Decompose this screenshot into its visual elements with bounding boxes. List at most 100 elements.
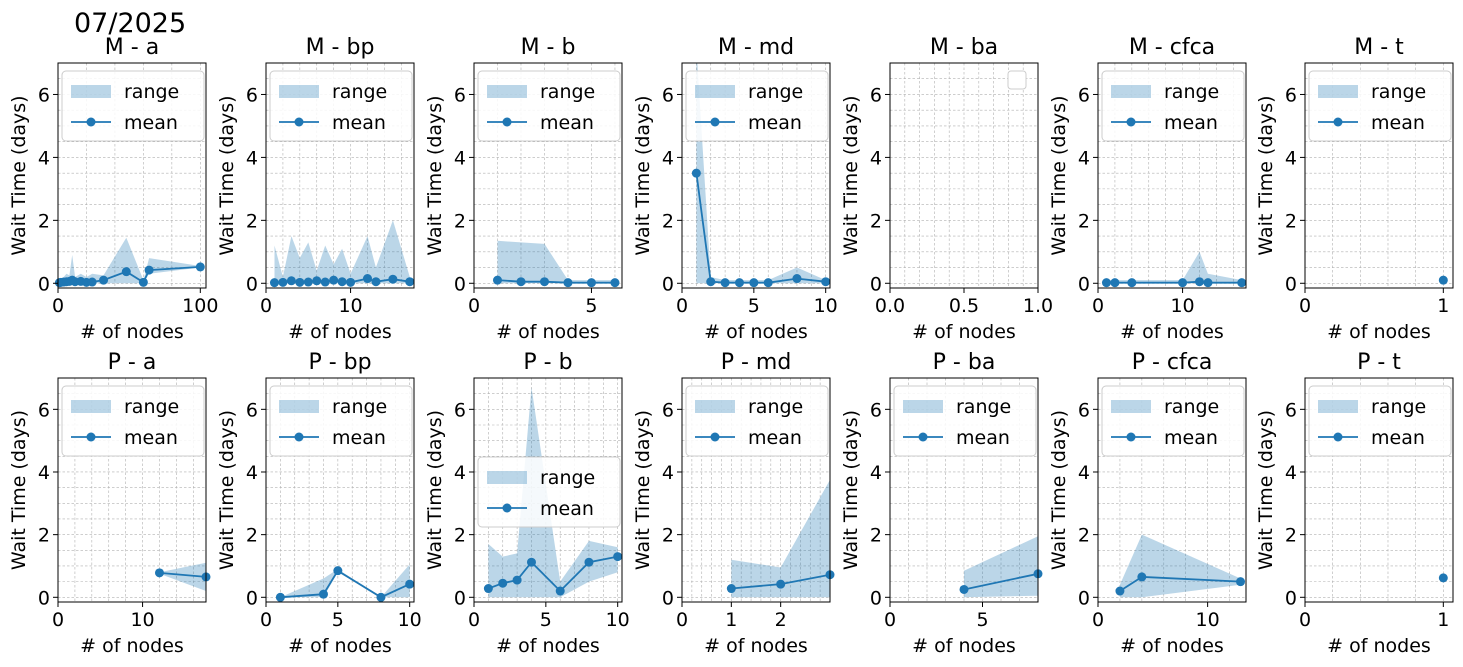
- mean-point: [346, 277, 356, 287]
- x-tick-label: 0: [260, 609, 272, 631]
- legend-mean-label: mean: [748, 427, 802, 449]
- mean-point: [610, 278, 620, 288]
- axes-frame: [265, 377, 415, 603]
- mean-point: [99, 275, 109, 285]
- range-band: [497, 240, 615, 284]
- axes-frame: [473, 377, 623, 603]
- mean-point: [1236, 577, 1246, 587]
- legend-box: [893, 385, 1037, 457]
- legend-range-label: range: [748, 396, 803, 418]
- legend-range-swatch: [487, 471, 527, 484]
- y-tick-label: 2: [870, 525, 882, 547]
- range-band: [59, 237, 201, 284]
- legend-mean-marker: [918, 432, 928, 442]
- legend-range-label: range: [1371, 396, 1426, 418]
- y-axis-label: Wait Time (days): [424, 95, 446, 255]
- legend-mean-marker: [86, 117, 96, 127]
- subplot-title: M - md: [718, 35, 794, 60]
- mean-point: [526, 557, 536, 567]
- range-band: [731, 479, 830, 598]
- mean-point: [295, 277, 305, 287]
- mean-point: [371, 277, 381, 287]
- y-tick-label: 6: [454, 399, 466, 421]
- y-tick-label: 2: [454, 210, 466, 232]
- y-axis-label: Wait Time (days): [8, 95, 30, 255]
- y-tick-label: 6: [246, 399, 258, 421]
- mean-point: [586, 278, 596, 288]
- mean-line: [159, 572, 206, 578]
- x-axis-label: # of nodes: [80, 321, 184, 343]
- legend-range-swatch: [279, 85, 319, 98]
- legend: range mean: [269, 385, 413, 457]
- mean-point: [121, 267, 131, 277]
- legend-range-label: range: [956, 396, 1011, 418]
- legend-mean-label: mean: [124, 427, 178, 449]
- legend-mean-marker: [502, 503, 512, 513]
- legend: range mean: [893, 385, 1037, 457]
- subplot-11: 0 1 2 0 2 4 6 P - md # of nodes Wait Time (days) r…: [632, 350, 835, 657]
- y-tick-label: 2: [662, 525, 674, 547]
- subplot-title: M - cfca: [1129, 35, 1215, 60]
- mean-point: [286, 276, 296, 286]
- legend-range-label: range: [1164, 396, 1219, 418]
- y-tick-label: 2: [454, 525, 466, 547]
- mean-point: [269, 278, 279, 288]
- x-axis-label: # of nodes: [704, 321, 808, 343]
- y-axis-label: Wait Time (days): [8, 410, 30, 570]
- mean-point: [792, 274, 802, 284]
- x-axis-label: # of nodes: [1120, 321, 1224, 343]
- subplot-7: 0 1 0 2 4 6 M - t # of nodes Wait Time (days) ran…: [1255, 35, 1454, 343]
- mean-line: [963, 572, 1038, 591]
- mean-point: [195, 262, 205, 272]
- x-tick-label: 10: [606, 609, 630, 631]
- x-axis-label: # of nodes: [496, 635, 600, 657]
- mean-point: [555, 586, 565, 596]
- subplot-1: 0 100 0 2 4 6 M - a # of nodes Wait Time (days) r…: [8, 35, 218, 343]
- legend-box: [685, 385, 829, 457]
- legend-mean-label: mean: [124, 112, 178, 134]
- y-tick-label: 0: [1078, 273, 1090, 295]
- legend: range mean: [1101, 70, 1245, 142]
- mean-point: [275, 592, 285, 602]
- x-tick-label: 10: [1170, 295, 1194, 317]
- x-tick-label: 0: [1299, 609, 1311, 631]
- legend-mean-marker: [1333, 117, 1343, 127]
- y-tick-label: 4: [1078, 462, 1090, 484]
- legend-mean-marker: [502, 117, 512, 127]
- range-band: [280, 564, 410, 598]
- subplot-title: M - a: [105, 35, 159, 60]
- x-axis-label: # of nodes: [912, 635, 1016, 657]
- y-axis-label: Wait Time (days): [632, 410, 654, 570]
- y-tick-label: 6: [454, 84, 466, 106]
- mean-point: [312, 276, 322, 286]
- mean-point: [512, 575, 522, 585]
- mean-point: [87, 277, 97, 287]
- mean-point: [154, 568, 164, 578]
- y-tick-label: 0: [1285, 587, 1297, 609]
- y-tick-label: 4: [38, 147, 50, 169]
- y-tick-label: 4: [454, 462, 466, 484]
- x-tick-label: 0: [884, 609, 896, 631]
- x-tick-label: 0: [468, 295, 480, 317]
- legend-mean-marker: [1333, 432, 1343, 442]
- legend-mean-marker: [1126, 117, 1136, 127]
- mean-line: [695, 172, 826, 284]
- legend-box: [61, 385, 205, 457]
- x-tick-label: 0: [1092, 295, 1104, 317]
- mean-point: [539, 277, 549, 287]
- y-tick-label: 6: [1285, 399, 1297, 421]
- legend-range-swatch: [1111, 400, 1151, 413]
- range-band: [696, 63, 826, 284]
- mean-point: [405, 277, 415, 287]
- mean-point: [333, 566, 343, 576]
- mean-point: [483, 584, 493, 594]
- legend-range-swatch: [279, 400, 319, 413]
- legend-range-swatch: [1111, 85, 1151, 98]
- legend-range-swatch: [903, 400, 943, 413]
- subplot-13: 0 10 0 2 4 6 P - cfca # of nodes Wait Time (days…: [1048, 350, 1247, 657]
- axes-frame: [57, 62, 207, 289]
- legend-range-label: range: [1371, 81, 1426, 103]
- x-tick-label: 2: [775, 609, 787, 631]
- legend-box: [269, 70, 413, 142]
- y-tick-label: 0: [1078, 587, 1090, 609]
